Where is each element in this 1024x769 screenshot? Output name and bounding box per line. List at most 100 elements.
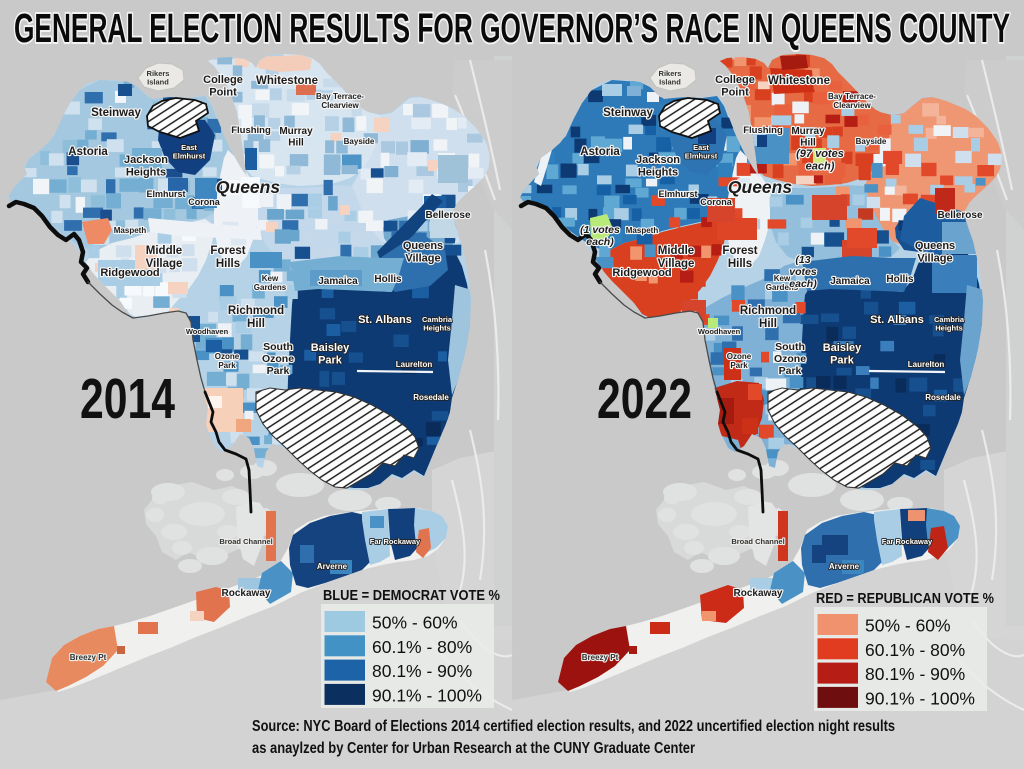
svg-text:Heights: Heights	[935, 324, 963, 333]
svg-text:Park: Park	[318, 355, 343, 367]
svg-text:BLUE = DEMOCRAT VOTE %: BLUE = DEMOCRAT VOTE %	[323, 588, 500, 604]
svg-text:Corona: Corona	[188, 197, 220, 207]
svg-text:Hills: Hills	[216, 258, 240, 270]
svg-text:RED = REPUBLICAN VOTE %: RED = REPUBLICAN VOTE %	[816, 591, 994, 607]
svg-text:2022: 2022	[597, 367, 692, 431]
svg-text:Ozone: Ozone	[774, 353, 806, 365]
svg-text:Breezy Pt: Breezy Pt	[70, 653, 107, 662]
svg-text:Hills: Hills	[728, 258, 752, 270]
svg-text:Arverne: Arverne	[317, 562, 348, 571]
svg-text:Heights: Heights	[638, 167, 678, 179]
svg-text:Village: Village	[405, 253, 440, 265]
svg-text:Rockaway: Rockaway	[734, 588, 783, 599]
svg-text:Heights: Heights	[126, 167, 166, 179]
svg-text:Woodhaven: Woodhaven	[186, 327, 229, 336]
svg-text:Jamaica: Jamaica	[318, 276, 358, 287]
svg-text:Baisley: Baisley	[823, 342, 862, 354]
svg-text:Maspeth: Maspeth	[626, 226, 659, 235]
svg-text:Rosedale: Rosedale	[413, 393, 449, 402]
svg-text:Park: Park	[779, 365, 802, 377]
svg-text:Park: Park	[267, 365, 290, 377]
svg-text:Arverne: Arverne	[829, 562, 860, 571]
svg-text:Rockaway: Rockaway	[222, 588, 271, 599]
svg-text:Forest: Forest	[722, 245, 757, 257]
svg-text:Ozone: Ozone	[727, 352, 752, 361]
svg-text:Bayside: Bayside	[856, 137, 887, 146]
svg-text:GENERAL ELECTION RESULTS FOR G: GENERAL ELECTION RESULTS FOR GOVERNOR’S …	[14, 5, 1010, 51]
svg-text:50% - 60%: 50% - 60%	[865, 616, 951, 636]
svg-text:Bellerose: Bellerose	[937, 210, 982, 221]
svg-text:Richmond: Richmond	[740, 305, 796, 317]
svg-text:votes: votes	[789, 266, 817, 278]
svg-text:Laurelton: Laurelton	[908, 360, 945, 369]
svg-text:South: South	[775, 341, 805, 353]
svg-text:Heights: Heights	[423, 324, 451, 333]
svg-text:Broad Channel: Broad Channel	[219, 537, 272, 546]
svg-text:Elmhurst: Elmhurst	[146, 189, 185, 199]
svg-text:80.1% - 90%: 80.1% - 90%	[372, 661, 472, 681]
svg-text:Elmhurst: Elmhurst	[685, 152, 718, 161]
svg-text:60.1% - 80%: 60.1% - 80%	[372, 637, 472, 657]
svg-text:80.1% - 90%: 80.1% - 90%	[865, 664, 965, 684]
svg-text:Clearview: Clearview	[833, 101, 871, 110]
svg-text:Flushing: Flushing	[743, 125, 783, 136]
svg-text:Village: Village	[658, 258, 695, 270]
svg-text:Baisley: Baisley	[311, 342, 350, 354]
svg-text:Steinway: Steinway	[91, 107, 141, 119]
svg-text:Rikers: Rikers	[659, 69, 682, 78]
svg-text:Ozone: Ozone	[262, 353, 294, 365]
svg-text:Point: Point	[209, 87, 237, 99]
svg-text:Breezy Pt: Breezy Pt	[582, 653, 619, 662]
svg-text:College: College	[715, 74, 755, 86]
svg-text:Murray: Murray	[791, 126, 825, 137]
svg-text:East: East	[181, 143, 197, 152]
svg-text:Richmond: Richmond	[228, 305, 284, 317]
svg-text:Laurelton: Laurelton	[396, 360, 433, 369]
svg-text:60.1% - 80%: 60.1% - 80%	[865, 640, 965, 660]
svg-text:Broad Channel: Broad Channel	[731, 537, 784, 546]
svg-text:90.1% - 100%: 90.1% - 100%	[372, 685, 482, 705]
svg-text:Whitestone: Whitestone	[256, 75, 318, 87]
svg-text:Hill: Hill	[759, 318, 777, 330]
svg-text:Forest: Forest	[210, 245, 245, 257]
svg-text:Whitestone: Whitestone	[768, 75, 830, 87]
svg-text:Ridgewood: Ridgewood	[100, 267, 159, 279]
svg-text:Bayside: Bayside	[344, 137, 375, 146]
svg-text:Island: Island	[659, 78, 681, 87]
svg-text:Corona: Corona	[700, 197, 732, 207]
svg-text:Village: Village	[146, 258, 183, 270]
svg-text:Hollis: Hollis	[886, 274, 914, 285]
svg-text:Ridgewood: Ridgewood	[612, 267, 671, 279]
svg-text:Island: Island	[147, 78, 169, 87]
svg-text:Middle: Middle	[146, 245, 182, 257]
svg-text:Rikers: Rikers	[147, 69, 170, 78]
svg-text:Jackson: Jackson	[124, 154, 168, 166]
svg-text:St. Albans: St. Albans	[870, 314, 924, 326]
svg-text:Gardens: Gardens	[766, 283, 799, 292]
svg-text:each): each)	[806, 161, 835, 173]
svg-text:Middle: Middle	[658, 245, 694, 257]
svg-text:Elmhurst: Elmhurst	[658, 189, 697, 199]
svg-text:50% - 60%: 50% - 60%	[372, 613, 458, 633]
svg-text:Elmhurst: Elmhurst	[173, 152, 206, 161]
svg-text:Flushing: Flushing	[231, 125, 271, 136]
svg-text:Ozone: Ozone	[215, 352, 240, 361]
svg-text:(97 votes: (97 votes	[796, 148, 844, 160]
svg-text:Cambria: Cambria	[422, 315, 453, 324]
svg-text:Hill: Hill	[247, 318, 265, 330]
svg-text:College: College	[203, 74, 243, 86]
svg-text:90.1% - 100%: 90.1% - 100%	[865, 688, 975, 708]
svg-text:Kew: Kew	[262, 274, 279, 283]
svg-text:Source: NYC Board of Elections: Source: NYC Board of Elections 2014 cert…	[252, 718, 895, 735]
svg-text:Bay Terrace-: Bay Terrace-	[828, 92, 876, 101]
svg-text:Queens: Queens	[915, 240, 955, 252]
svg-text:East: East	[693, 143, 709, 152]
svg-text:each): each)	[789, 278, 817, 290]
svg-text:Village: Village	[917, 253, 952, 265]
svg-text:Rosedale: Rosedale	[925, 393, 961, 402]
svg-text:Jamaica: Jamaica	[830, 276, 870, 287]
svg-text:Queens: Queens	[728, 177, 792, 197]
svg-text:each): each)	[586, 236, 614, 248]
svg-text:Gardens: Gardens	[254, 283, 287, 292]
svg-text:South: South	[263, 341, 293, 353]
